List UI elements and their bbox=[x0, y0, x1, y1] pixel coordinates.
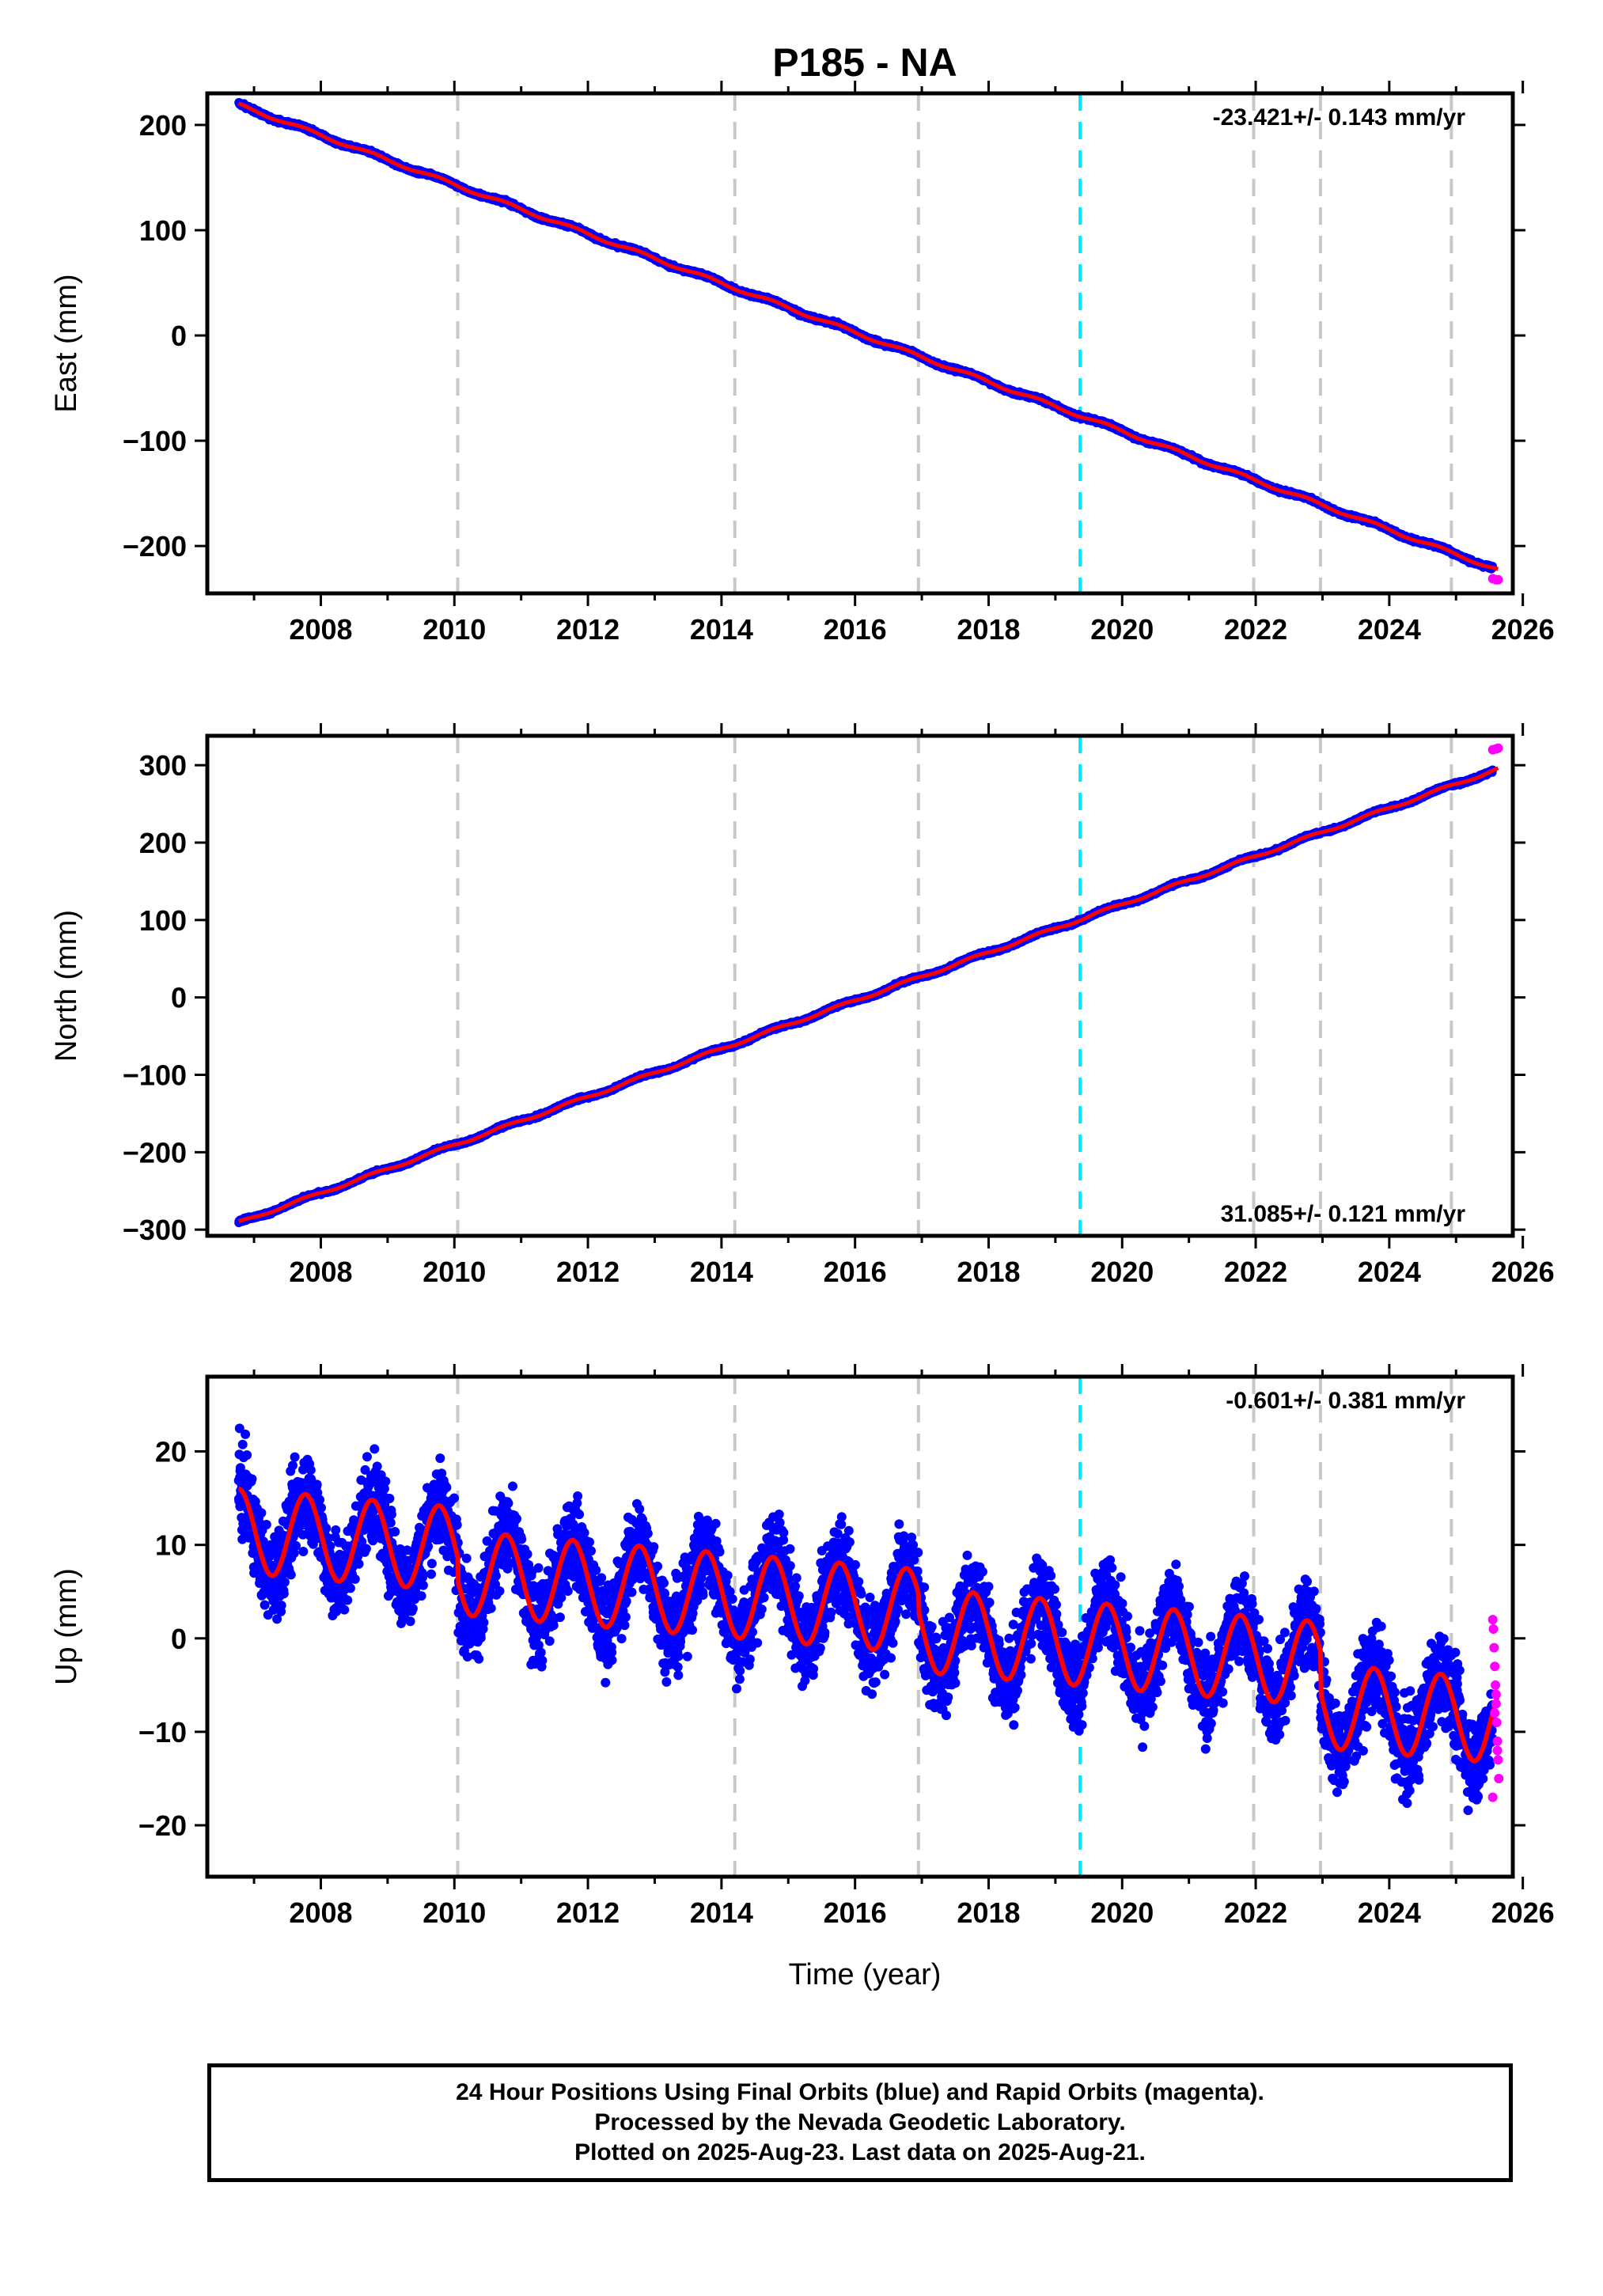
east-panel: 2008 2010 2012 2014 2016 2018 2020 2022 2024 2026… bbox=[50, 81, 1555, 646]
figure-title: P185 - NA bbox=[772, 40, 957, 85]
